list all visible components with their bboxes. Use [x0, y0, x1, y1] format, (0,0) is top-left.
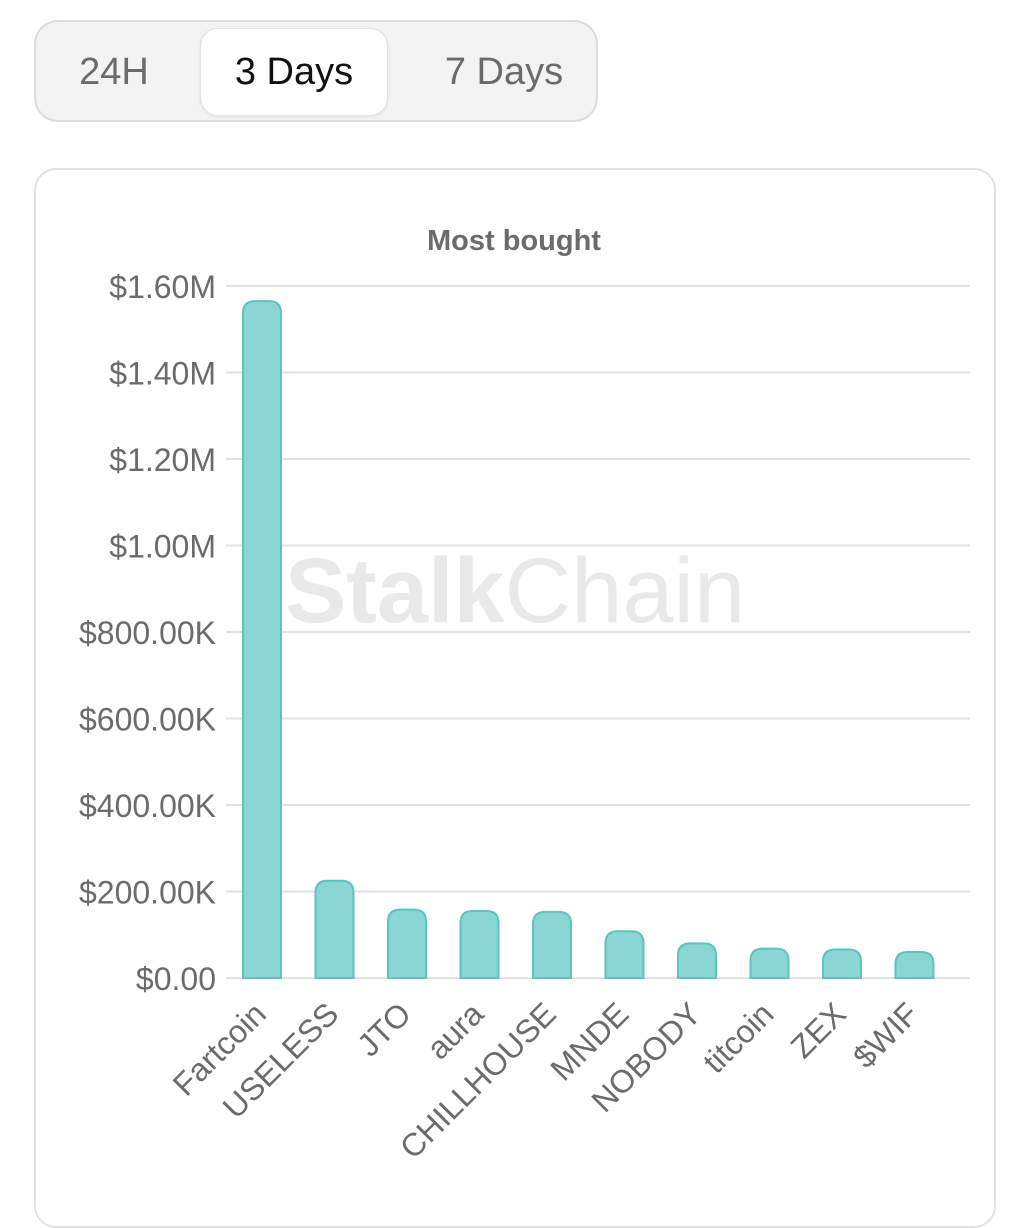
bar-zex[interactable] [822, 948, 862, 979]
tab-7-days[interactable]: 7 Days [444, 50, 564, 93]
bar-aura[interactable] [459, 909, 500, 979]
y-tick-label: $1.60M [109, 269, 216, 305]
tab-3-days[interactable]: 3 Days [200, 28, 388, 116]
y-tick-label: $1.20M [109, 442, 216, 478]
bar-titcoin[interactable] [749, 947, 790, 979]
chart-card [34, 168, 996, 1228]
bar-chart: StalkChain $0.00 $200.00K $400.00K $600.00K… [79, 225, 970, 1166]
tab-24h[interactable]: 24H [79, 50, 149, 93]
bar-fartcoin[interactable] [242, 300, 282, 979]
watermark-part1: Stalk [285, 540, 506, 642]
x-tick-label: JTO [350, 995, 418, 1063]
timeframe-tabs: 24H 3 Days 7 Days [34, 20, 598, 122]
bar-jto[interactable] [387, 908, 427, 979]
bar-wif[interactable] [894, 951, 935, 979]
bars [242, 300, 935, 979]
y-tick-label: $600.00K [79, 702, 216, 738]
grid-lines [226, 285, 970, 979]
y-tick-label: $200.00K [79, 875, 216, 911]
y-tick-label: $0.00 [136, 961, 216, 997]
y-tick-label: $800.00K [79, 615, 216, 651]
watermark-text: StalkChain [285, 540, 745, 642]
y-tick-label: $400.00K [79, 788, 216, 824]
y-tick-label: $1.40M [109, 356, 216, 392]
watermark: StalkChain [285, 540, 745, 642]
y-tick-label: $1.00M [109, 529, 216, 565]
bar-mnde[interactable] [604, 930, 645, 979]
x-tick-label: titcoin [696, 995, 781, 1080]
bar-useless[interactable] [314, 879, 355, 979]
x-tick-label: ZEX [783, 995, 852, 1064]
x-tick-label: $WIF [846, 995, 926, 1075]
watermark-part2: Chain [505, 540, 745, 642]
chart-title: Most bought [427, 225, 601, 257]
y-axis-ticks: $0.00 $200.00K $400.00K $600.00K $800.00K $1.… [79, 269, 216, 997]
bar-chillhouse[interactable] [532, 910, 572, 979]
bar-nobody[interactable] [677, 942, 717, 979]
